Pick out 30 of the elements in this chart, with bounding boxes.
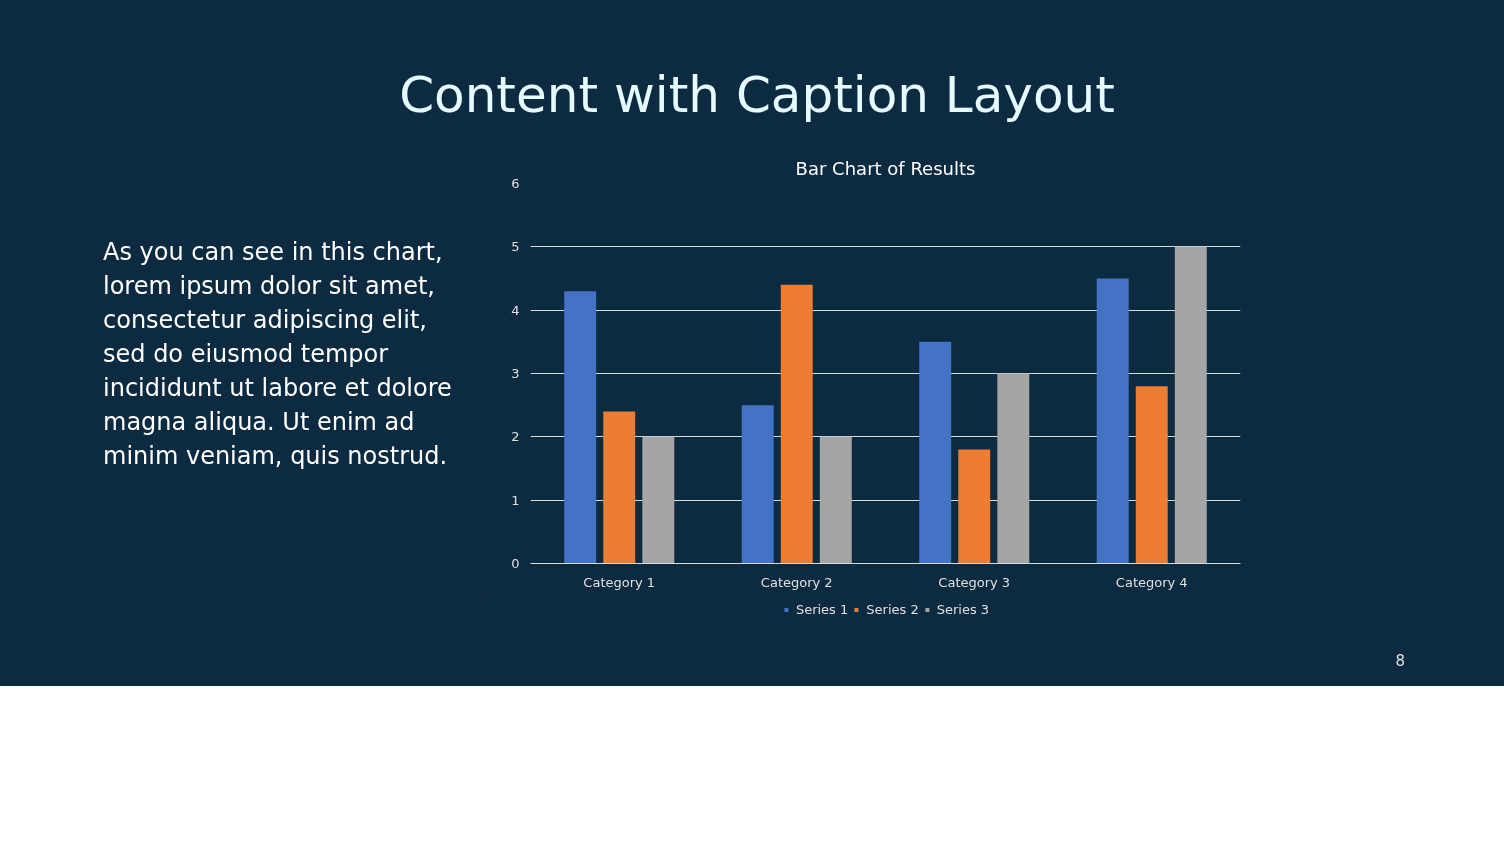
- y-tick-label: 0: [511, 556, 520, 571]
- bar: [1096, 278, 1129, 564]
- text: As you can see in this chart, lorem ipsum dolor sit amet, consectetur adipiscing elit, sed do eiusmod tempor incididunt ut labore et dolore magna aliqua. Ut enim ad minim veniam, quis nostrud.: [103, 237, 453, 472]
- bar: [819, 436, 852, 564]
- bar: [603, 411, 636, 564]
- bar: [1135, 386, 1168, 564]
- chart-subtitle: Bar Chart of Results: [795, 157, 976, 179]
- bar: [997, 373, 1030, 564]
- x-tick-label: Category 1: [583, 574, 656, 590]
- text: 8: [1395, 651, 1405, 672]
- bar: [642, 436, 675, 564]
- x-tick-label: Category 4: [1115, 574, 1188, 590]
- x-tick-label: Category 3: [938, 574, 1011, 590]
- bar: [780, 284, 813, 564]
- bar: [564, 291, 597, 564]
- x-tick-label: Category 2: [760, 574, 833, 590]
- chart-title: Content with Caption Layout: [399, 65, 1115, 126]
- bar: [958, 449, 991, 564]
- bar: [741, 405, 774, 564]
- y-tick-label: 6: [511, 176, 520, 191]
- y-tick-label: 5: [511, 239, 520, 255]
- y-tick-label: 4: [511, 302, 520, 318]
- legend-label: Series 2: [866, 601, 919, 617]
- bar: [1174, 246, 1207, 564]
- legend-label: Series 1: [795, 601, 849, 617]
- y-tick-label: 1: [511, 492, 520, 508]
- y-tick-label: 2: [511, 429, 520, 445]
- bar: [919, 341, 952, 564]
- legend-label: Series 3: [936, 601, 990, 617]
- y-tick-label: 3: [511, 366, 520, 381]
